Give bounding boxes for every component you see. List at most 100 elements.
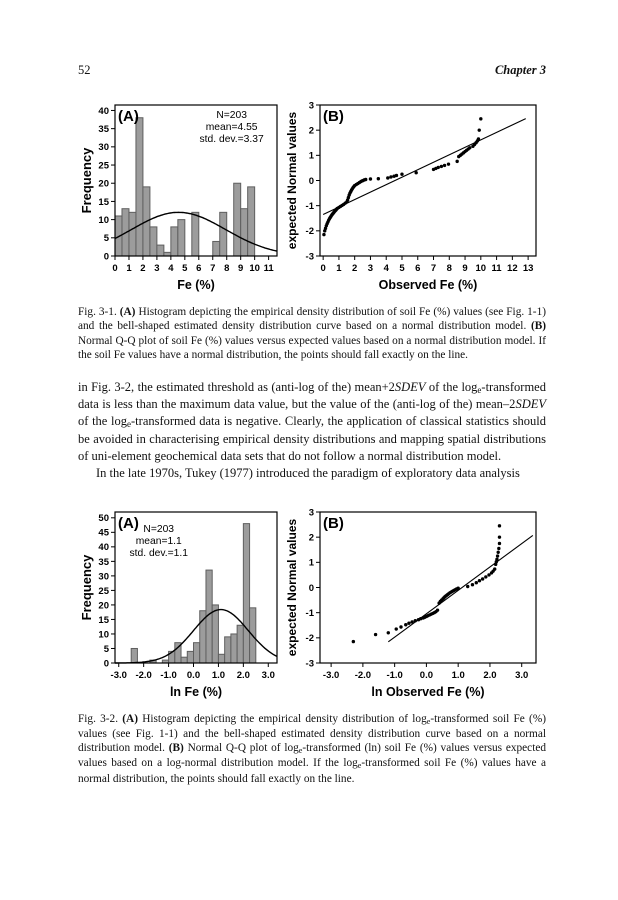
svg-text:11: 11 [492, 263, 503, 274]
svg-text:std. dev.=1.1: std. dev.=1.1 [129, 548, 188, 559]
svg-text:-1: -1 [306, 608, 315, 619]
svg-text:1: 1 [309, 557, 315, 568]
svg-text:1.0: 1.0 [212, 670, 225, 681]
svg-text:-3: -3 [306, 658, 314, 669]
svg-text:-1: -1 [306, 201, 315, 212]
figure-3-2: -3.0 -2.0 -1.0 0.0 1.0 2.0 3.0 0 5 10 15 20 25 30 35 40… [78, 505, 546, 705]
density-curve [114, 211, 278, 252]
svg-text:12: 12 [507, 263, 518, 274]
body-text: in Fig. 3-2, the estimated threshold as … [78, 379, 546, 483]
svg-text:0: 0 [104, 658, 109, 669]
svg-text:30: 30 [98, 142, 109, 153]
svg-text:0: 0 [309, 583, 314, 594]
svg-text:6: 6 [415, 263, 420, 274]
svg-text:8: 8 [224, 263, 229, 274]
svg-text:2: 2 [352, 263, 357, 274]
x-axis: 0 1 2 3 4 5 6 7 8 9 10 11 12 13 [321, 255, 533, 274]
svg-text:9: 9 [238, 263, 243, 274]
svg-text:5: 5 [182, 263, 188, 274]
svg-text:2: 2 [309, 532, 314, 543]
body-paragraph-1: in Fig. 3-2, the estimated threshold as … [78, 379, 546, 464]
svg-text:0: 0 [309, 176, 314, 187]
svg-text:2: 2 [309, 125, 314, 136]
svg-text:-3: -3 [306, 251, 314, 262]
svg-text:25: 25 [98, 585, 109, 596]
figure-3-2-caption: Fig. 3-2. (A) Histogram depicting the em… [78, 712, 547, 785]
y-axis-label: Frequency [79, 147, 94, 214]
histogram-bars [114, 116, 256, 257]
x-axis-label: Observed Fe (%) [379, 278, 478, 292]
y-axis-label: expected Normal values [285, 518, 299, 656]
svg-text:35: 35 [98, 124, 109, 135]
svg-text:10: 10 [249, 263, 260, 274]
svg-text:1: 1 [126, 263, 132, 274]
x-axis: 0 1 2 3 4 5 6 7 8 9 10 11 [112, 255, 275, 274]
density-curve [115, 608, 278, 664]
svg-text:10: 10 [98, 629, 109, 640]
svg-text:1: 1 [309, 150, 315, 161]
svg-text:-2.0: -2.0 [135, 670, 151, 681]
svg-text:1.0: 1.0 [452, 670, 465, 681]
svg-text:-2.0: -2.0 [355, 670, 371, 681]
panel-label: (B) [323, 108, 344, 125]
svg-text:-3.0: -3.0 [323, 670, 339, 681]
svg-text:35: 35 [98, 556, 109, 567]
y-axis: 0 5 10 15 20 25 30 35 40 45 50 [98, 513, 115, 669]
plot-frame [114, 104, 278, 257]
figure-3-1-caption: Fig. 3-1. (A) Histogram depicting the em… [78, 305, 546, 362]
x-axis-label: Fe (%) [177, 278, 215, 292]
svg-text:0: 0 [104, 251, 109, 262]
panel-label: (B) [323, 515, 344, 532]
qq-reference-line [322, 117, 526, 215]
x-axis: -3.0 -2.0 -1.0 0.0 1.0 2.0 3.0 [323, 662, 528, 681]
svg-text:5: 5 [104, 644, 110, 655]
svg-text:5: 5 [104, 233, 110, 244]
svg-text:-2: -2 [306, 633, 314, 644]
svg-text:20: 20 [98, 600, 109, 611]
svg-text:mean=1.1: mean=1.1 [136, 536, 182, 547]
plot-frame [319, 104, 537, 257]
svg-text:3: 3 [309, 100, 314, 111]
body-paragraph-2: In the late 1970s, Tukey (1977) introduc… [96, 466, 520, 481]
svg-text:40: 40 [98, 106, 109, 117]
svg-text:2.0: 2.0 [483, 670, 496, 681]
running-head-chapter: Chapter 3 [494, 63, 546, 77]
svg-text:N=203: N=203 [143, 524, 174, 535]
svg-text:40: 40 [98, 542, 109, 553]
svg-text:mean=4.55: mean=4.55 [206, 122, 258, 133]
plot-frame [114, 511, 278, 664]
svg-text:10: 10 [476, 263, 487, 274]
svg-text:5: 5 [399, 263, 405, 274]
svg-text:7: 7 [210, 263, 215, 274]
svg-text:4: 4 [168, 263, 174, 274]
svg-text:15: 15 [98, 197, 109, 208]
y-axis: -3 -2 -1 0 1 2 3 [306, 507, 320, 669]
x-axis: -3.0 -2.0 -1.0 0.0 1.0 2.0 3.0 [111, 662, 275, 681]
y-axis: 0 5 10 15 20 25 30 35 40 [98, 106, 115, 262]
svg-text:11: 11 [264, 263, 275, 274]
panel-label: (A) [118, 108, 139, 125]
page-number: 52 [78, 63, 91, 77]
figure-3-1: 0 1 2 3 4 5 6 7 8 9 10 11 0 5 10 15 20 25 30 35 40 Fe (%) Freq… [78, 98, 546, 298]
qq-points [351, 523, 502, 643]
svg-text:6: 6 [196, 263, 201, 274]
fig-3-2-panel-b-qq-plot: -3.0 -2.0 -1.0 0.0 1.0 2.0 3.0 -3 -2 -1 0 1 2 3 ln Obs… [285, 507, 537, 699]
svg-text:N=203: N=203 [216, 110, 247, 121]
x-axis-label: ln Fe (%) [170, 685, 222, 699]
svg-text:std. dev.=3.37: std. dev.=3.37 [200, 134, 264, 145]
svg-text:10: 10 [98, 215, 109, 226]
svg-text:1: 1 [336, 263, 342, 274]
svg-text:0: 0 [321, 263, 326, 274]
svg-text:8: 8 [447, 263, 452, 274]
svg-text:0.0: 0.0 [187, 670, 200, 681]
svg-text:3: 3 [368, 263, 373, 274]
svg-text:20: 20 [98, 178, 109, 189]
fig-3-2-panel-a-histogram: -3.0 -2.0 -1.0 0.0 1.0 2.0 3.0 0 5 10 15 20 25 30 35 40… [79, 511, 278, 699]
qq-reference-line [387, 534, 534, 642]
svg-text:3: 3 [154, 263, 159, 274]
